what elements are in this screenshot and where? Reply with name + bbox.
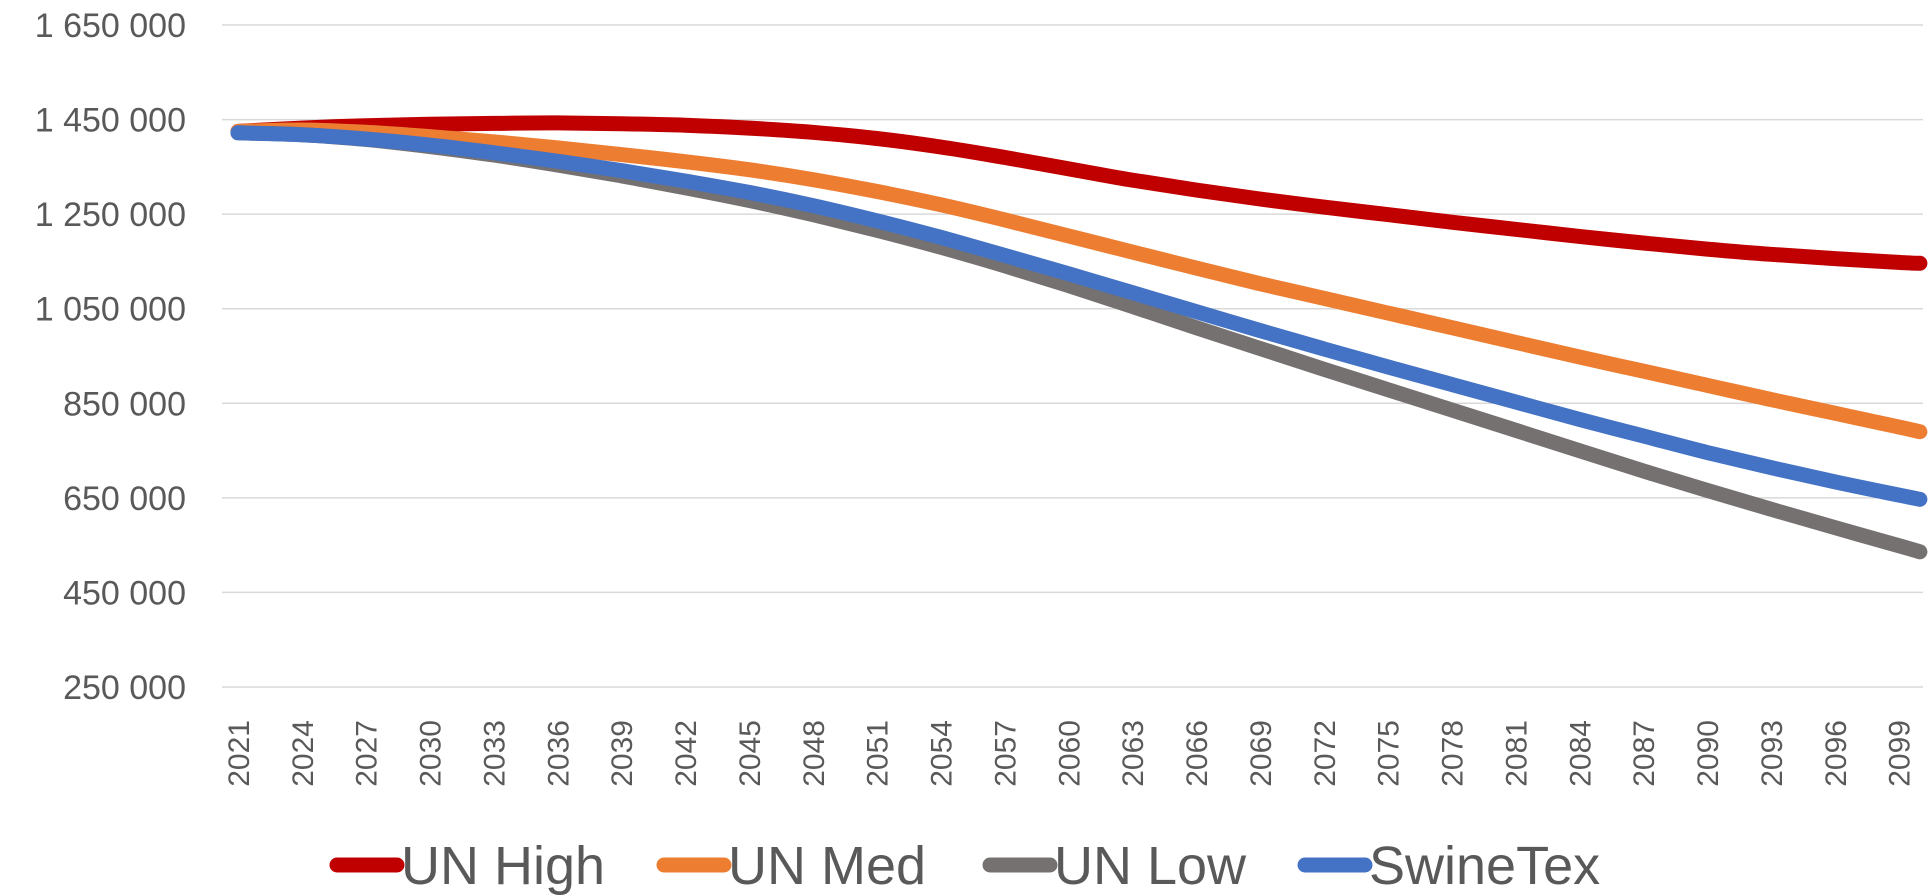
x-tick-label: 2030 (415, 720, 448, 787)
y-tick-label: 1 650 000 (35, 7, 186, 45)
x-tick-label: 2042 (670, 720, 703, 787)
x-tick-label: 2024 (287, 720, 320, 787)
legend-label-un-low: UN Low (1054, 836, 1247, 895)
x-tick-label: 2060 (1053, 720, 1086, 787)
legend: UN High UN Med UN Low SwineTex (329, 836, 1600, 895)
x-tick-label: 2054 (926, 720, 959, 787)
y-tick-label: 1 050 000 (35, 291, 186, 329)
x-tick-label: 2069 (1245, 720, 1278, 787)
x-tick-label: 2078 (1437, 720, 1470, 787)
y-tick-label: 850 000 (63, 385, 186, 423)
x-tick-label: 2027 (351, 720, 384, 787)
series-line-swinetex (230, 125, 1928, 507)
y-tick-label: 250 000 (63, 669, 186, 707)
x-tick-label: 2048 (798, 720, 831, 787)
x-axis-tick-labels: 2021 2024 2027 2030 2033 2036 2039 2042 2045 2048… (223, 720, 1917, 787)
y-tick-label: 1 450 000 (35, 102, 186, 140)
series-line-un-high (230, 115, 1928, 271)
x-tick-label: 2066 (1181, 720, 1214, 787)
x-tick-label: 2087 (1628, 720, 1661, 787)
series-lines (230, 115, 1928, 560)
y-tick-label: 650 000 (63, 480, 186, 518)
x-tick-label: 2057 (989, 720, 1022, 787)
x-tick-label: 2045 (734, 720, 767, 787)
x-tick-label: 2099 (1884, 720, 1917, 787)
x-tick-label: 2090 (1692, 720, 1725, 787)
x-tick-label: 2063 (1117, 720, 1150, 787)
x-tick-label: 2093 (1756, 720, 1789, 787)
y-axis-tick-labels: 250 000 450 000 650 000 850 000 1 050 000 1 2… (35, 7, 186, 707)
x-tick-label: 2033 (478, 720, 511, 787)
x-tick-label: 2036 (542, 720, 575, 787)
legend-label-swinetex: SwineTex (1369, 836, 1600, 895)
x-tick-label: 2081 (1500, 720, 1533, 787)
x-tick-label: 2084 (1564, 720, 1597, 787)
y-tick-label: 1 250 000 (35, 196, 186, 234)
x-tick-label: 2021 (223, 720, 256, 787)
x-tick-label: 2075 (1373, 720, 1406, 787)
x-tick-label: 2072 (1309, 720, 1342, 787)
legend-label-un-med: UN Med (728, 836, 926, 895)
legend-label-un-high: UN High (401, 836, 605, 895)
series-line-un-low (230, 125, 1928, 560)
y-tick-label: 450 000 (63, 574, 186, 612)
x-tick-label: 2039 (606, 720, 639, 787)
x-tick-label: 2051 (862, 720, 895, 787)
series-line-un-med (230, 122, 1928, 440)
x-tick-label: 2096 (1820, 720, 1853, 787)
